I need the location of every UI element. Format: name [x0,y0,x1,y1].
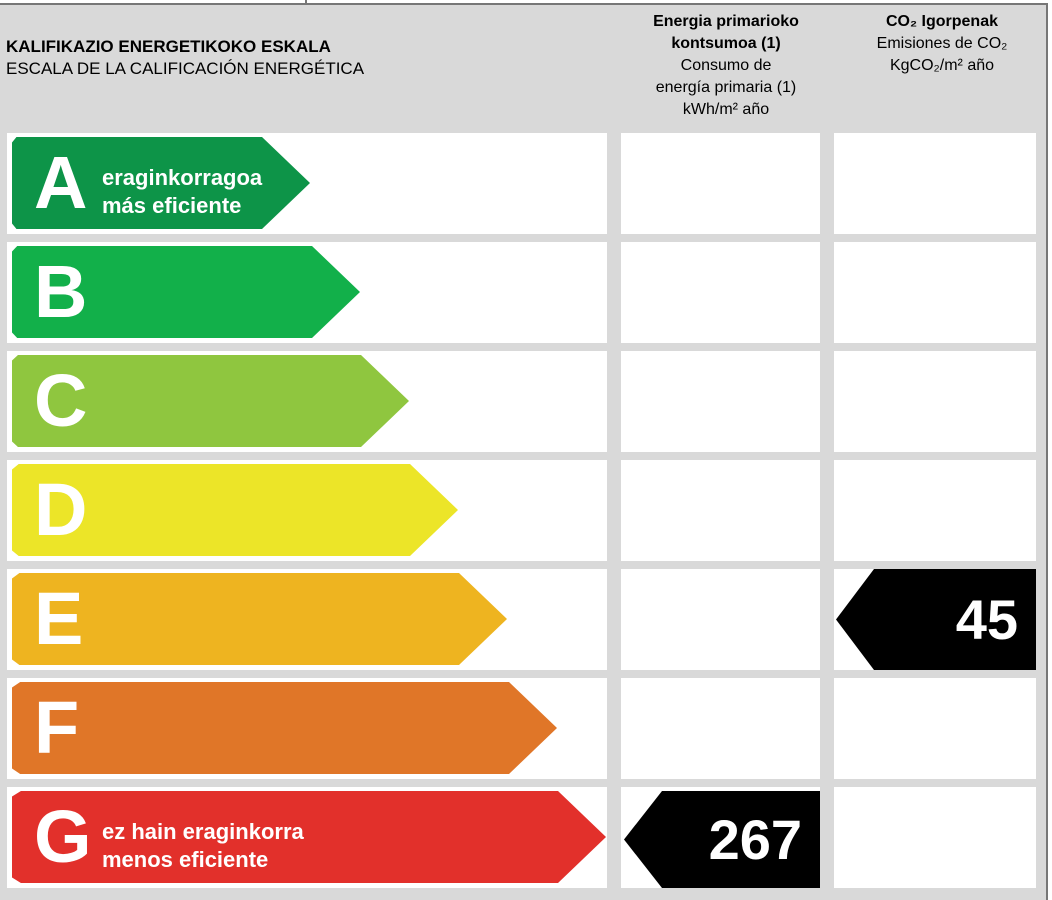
energy-header-line1: Energia primarioko [653,13,799,30]
scale-title-eu: KALIFIKAZIO ENERGETIKOKO ESKALA [6,37,331,56]
rating-subtitle-line1-a: eraginkorragoa [102,165,263,190]
rating-letter-b: B [34,250,88,333]
energy-cell-d [621,460,820,561]
rating-letter-g: G [34,795,92,878]
rating-arrow-b: B [12,246,360,338]
co2-header-line1: CO₂ Igorpenak [885,13,998,30]
scale-cell-c: C [7,351,607,452]
energy-column-header: Energia primarioko kontsumoa (1) Consumo… [622,11,830,121]
energy-cell-b [621,242,820,343]
energy-cell-a [621,133,820,234]
top-divider [305,0,307,4]
energy-header-line2: kontsumoa (1) [671,35,781,52]
rating-subtitle-line1-g: ez hain eraginkorra [102,819,304,844]
rating-letter-e: E [34,577,84,660]
co2-cell-d [834,460,1036,561]
energy-header-unit: kWh/m² año [682,101,770,118]
energy-value-pointer: 267 [624,791,820,888]
rating-subtitle-line2-a: más eficiente [102,193,242,218]
energy-value: 267 [708,808,802,871]
scale-cell-f: F [7,678,607,779]
co2-header-line2: Emisiones de CO₂ [876,35,1008,52]
co2-value-pointer: 45 [836,569,1036,670]
rating-letter-d: D [34,468,88,551]
scale-cell-b: B [7,242,607,343]
co2-cell-b [834,242,1036,343]
co2-column-header: CO₂ Igorpenak Emisiones de CO₂ KgCO₂/m² … [836,11,1048,77]
energy-header-line4: energía primaria (1) [655,79,797,96]
co2-header-unit: KgCO₂/m² año [889,57,995,74]
energy-cell-c [621,351,820,452]
rating-arrow-e: E [12,573,507,665]
energy-cell-e [621,569,820,670]
energy-cell-f [621,678,820,779]
rating-arrow-d: D [12,464,458,556]
rating-subtitle-line2-g: menos eficiente [102,847,269,872]
co2-cell-a [834,133,1036,234]
co2-cell-c [834,351,1036,452]
scale-cell-d: D [7,460,607,561]
co2-value: 45 [955,588,1018,651]
energy-header-line3: Consumo de [680,57,772,74]
energy-cell-g: 267 [621,787,820,888]
co2-cell-e: 45 [834,569,1036,670]
co2-cell-f [834,678,1036,779]
scale-title-es: ESCALA DE LA CALIFICACIÓN ENERGÉTICA [6,59,365,78]
rating-letter-a: A [34,141,88,224]
co2-cell-g [834,787,1036,888]
rating-letter-f: F [34,686,80,769]
scale-title: KALIFIKAZIO ENERGETIKOKO ESKALA ESCALA D… [6,36,364,80]
rating-arrow-c: C [12,355,409,447]
rating-arrow-f: F [12,682,557,774]
rating-letter-c: C [34,359,88,442]
scale-cell-e: E [7,569,607,670]
